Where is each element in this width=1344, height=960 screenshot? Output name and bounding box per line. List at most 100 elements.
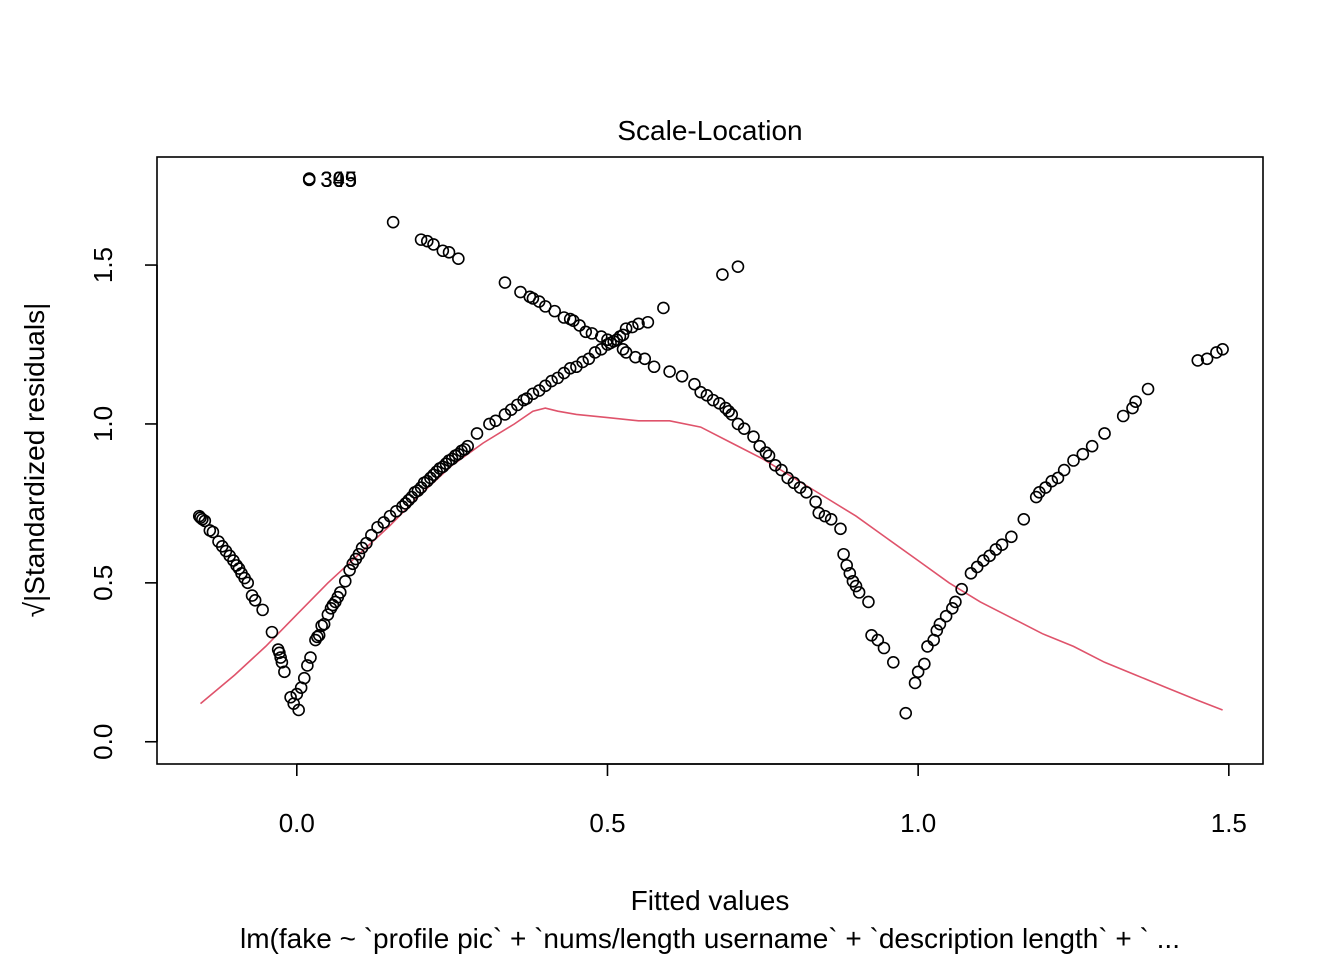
- y-tick-label: 0.0: [88, 724, 118, 760]
- data-point: [563, 362, 577, 375]
- data-point: [762, 449, 776, 463]
- point-label: 395: [320, 167, 357, 192]
- data-point: [1216, 342, 1229, 356]
- smooth-layer: [199, 407, 1223, 711]
- chart-title: Scale-Location: [617, 115, 802, 146]
- data-point: [594, 330, 608, 343]
- data-point: [483, 417, 496, 431]
- data-point: [753, 439, 767, 453]
- data-point: [604, 336, 617, 350]
- data-point: [886, 656, 900, 669]
- data-point: [970, 560, 984, 574]
- data-point: [458, 443, 471, 456]
- point-label: 349: [320, 167, 357, 192]
- data-point: [1076, 447, 1090, 461]
- point-label: 305: [320, 167, 357, 192]
- y-tick-label: 0.5: [88, 565, 118, 601]
- data-point: [1191, 354, 1205, 367]
- data-point: [1210, 346, 1223, 359]
- data-point: [326, 598, 340, 612]
- data-point: [278, 665, 291, 679]
- data-point: [248, 594, 262, 607]
- data-point: [365, 528, 378, 542]
- data-point: [1085, 439, 1099, 453]
- x-tick-label: 1.5: [1211, 808, 1247, 838]
- y-tick-label: 1.5: [88, 247, 118, 283]
- data-point: [274, 651, 287, 664]
- data-point: [871, 633, 885, 647]
- data-point: [601, 333, 614, 347]
- data-point: [921, 640, 934, 653]
- data-point: [1129, 395, 1142, 409]
- data-point: [1098, 427, 1111, 440]
- data-point: [588, 346, 602, 359]
- data-point: [265, 625, 279, 639]
- data-point: [414, 233, 428, 246]
- data-point: [840, 559, 853, 572]
- data-point: [657, 301, 670, 315]
- data-point: [911, 665, 925, 679]
- data-point: [1126, 401, 1139, 415]
- data-point: [834, 522, 847, 536]
- data-point: [812, 506, 826, 520]
- data-point: [809, 495, 822, 509]
- data-point: [933, 617, 947, 631]
- data-point: [737, 422, 751, 436]
- data-point: [899, 706, 913, 720]
- data-point: [694, 385, 707, 399]
- data-point: [837, 547, 850, 561]
- data-point: [1051, 471, 1065, 485]
- data-point: [862, 595, 875, 609]
- data-point: [311, 630, 324, 644]
- data-point: [918, 657, 931, 671]
- subtitle: lm(fake ~ `profile pic` + `nums/length u…: [240, 923, 1180, 954]
- data-point: [399, 497, 412, 510]
- data-point: [411, 484, 425, 497]
- data-point: [470, 427, 484, 440]
- data-point: [321, 608, 335, 621]
- data-point: [461, 439, 474, 453]
- data-point: [843, 567, 857, 580]
- data-point: [939, 609, 953, 623]
- data-point: [731, 260, 745, 273]
- x-axis-label: Fitted values: [631, 885, 790, 916]
- data-point: [1116, 409, 1130, 423]
- data-point: [1067, 454, 1080, 467]
- data-point: [619, 322, 633, 335]
- data-point: [675, 369, 689, 383]
- data-point: [849, 579, 863, 593]
- data-point: [526, 292, 540, 305]
- data-point: [526, 387, 540, 401]
- data-point: [616, 328, 630, 342]
- data-point: [949, 595, 962, 609]
- y-axis-label: √|Standardized residuals|: [19, 303, 50, 618]
- axes: 0.0 0.5 1.0 1.5 0.0 0.5 1.0 1.5: [88, 247, 1247, 838]
- data-point: [1045, 474, 1059, 488]
- data-point: [452, 252, 465, 265]
- data-point: [548, 304, 561, 318]
- data-point: [297, 671, 311, 685]
- x-tick-label: 1.0: [900, 808, 936, 838]
- data-point: [545, 374, 558, 388]
- data-point: [290, 687, 304, 701]
- data-point: [775, 463, 788, 477]
- data-point: [716, 268, 729, 281]
- data-point: [206, 525, 220, 539]
- data-point: [852, 586, 866, 599]
- data-point: [498, 276, 512, 289]
- data-point: [663, 365, 676, 378]
- data-point: [284, 690, 297, 704]
- data-point: [616, 342, 630, 356]
- y-tick-label: 1.0: [88, 406, 118, 442]
- data-point: [722, 404, 735, 418]
- data-point: [946, 601, 959, 615]
- data-point: [292, 703, 305, 717]
- data-point: [1057, 463, 1071, 477]
- data-point: [964, 567, 978, 580]
- x-tick-label: 0.0: [279, 808, 315, 838]
- plot-frame: [156, 156, 1264, 765]
- data-point: [824, 512, 838, 526]
- points-layer: [192, 172, 1229, 720]
- data-point: [800, 485, 813, 499]
